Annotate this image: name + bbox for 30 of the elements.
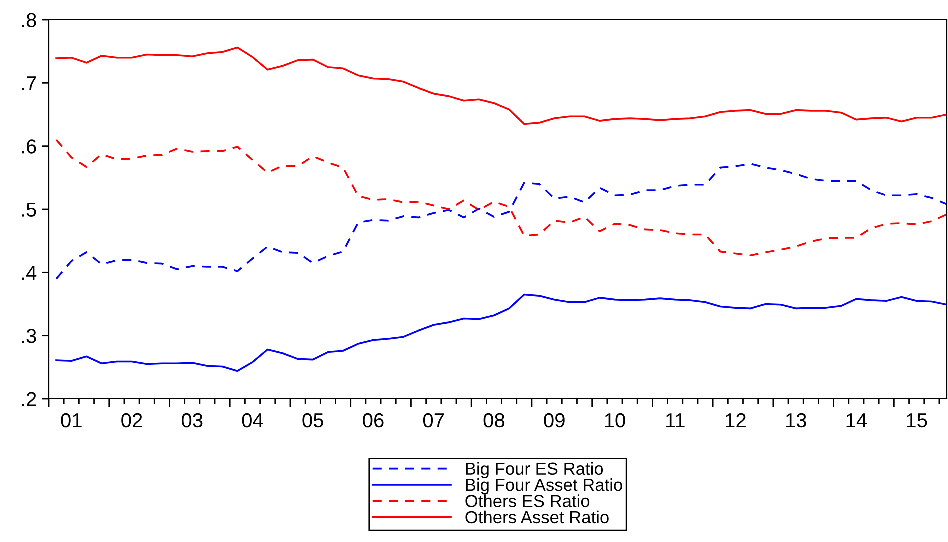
line-series	[56, 46, 947, 126]
x-tick-label: 13	[786, 413, 806, 428]
x-tick-label: 01	[61, 413, 82, 428]
legend-label: Big Four Asset Ratio	[466, 478, 622, 495]
y-tick-label: .7	[22, 76, 36, 90]
legend-label: Others Asset Ratio	[466, 510, 609, 524]
y-tick-label: .6	[22, 140, 36, 154]
line-series	[56, 294, 947, 372]
y-tick-label: .2	[22, 392, 36, 406]
y-tick-label: .3	[22, 329, 36, 344]
x-tick-label: 07	[423, 413, 444, 428]
legend-label: Big Four ES Ratio	[466, 462, 604, 478]
y-tick-label: .8	[22, 13, 36, 28]
x-tick-label: 14	[846, 414, 868, 428]
x-tick-label: 10	[605, 413, 626, 428]
y-tick-label: .4	[22, 266, 37, 280]
x-tick-label: 11	[666, 414, 685, 428]
x-tick-label: 09	[544, 413, 565, 428]
x-tick-label: 05	[302, 413, 324, 428]
line-series	[56, 163, 947, 280]
x-tick-label: 08	[484, 413, 505, 428]
y-tick-label: .5	[22, 202, 36, 217]
x-tick-label: 04	[242, 413, 264, 428]
x-tick-label: 15	[907, 414, 928, 428]
x-tick-label: 06	[363, 413, 384, 428]
x-tick-label: 03	[182, 413, 203, 428]
x-tick-label: 12	[726, 413, 746, 428]
x-tick-label: 02	[122, 413, 142, 428]
line-series	[56, 139, 947, 257]
legend-label: Others ES Ratio	[466, 494, 590, 508]
